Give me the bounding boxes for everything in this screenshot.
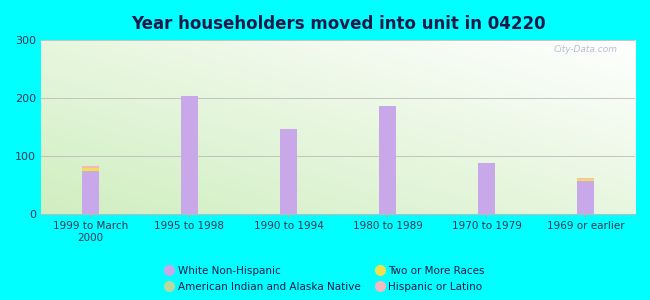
Legend: White Non-Hispanic, American Indian and Alaska Native, Two or More Races, Hispan: White Non-Hispanic, American Indian and … — [162, 263, 488, 295]
Title: Year householders moved into unit in 04220: Year householders moved into unit in 042… — [131, 15, 545, 33]
Bar — [82, 168, 99, 171]
Bar — [181, 96, 198, 214]
Text: City-Data.com: City-Data.com — [553, 45, 618, 54]
Bar — [378, 106, 396, 214]
Bar — [577, 181, 594, 214]
Bar — [577, 178, 594, 179]
Bar — [82, 166, 99, 168]
Bar — [280, 129, 298, 214]
Bar — [577, 179, 594, 181]
Bar — [82, 171, 99, 214]
Bar — [478, 163, 495, 214]
